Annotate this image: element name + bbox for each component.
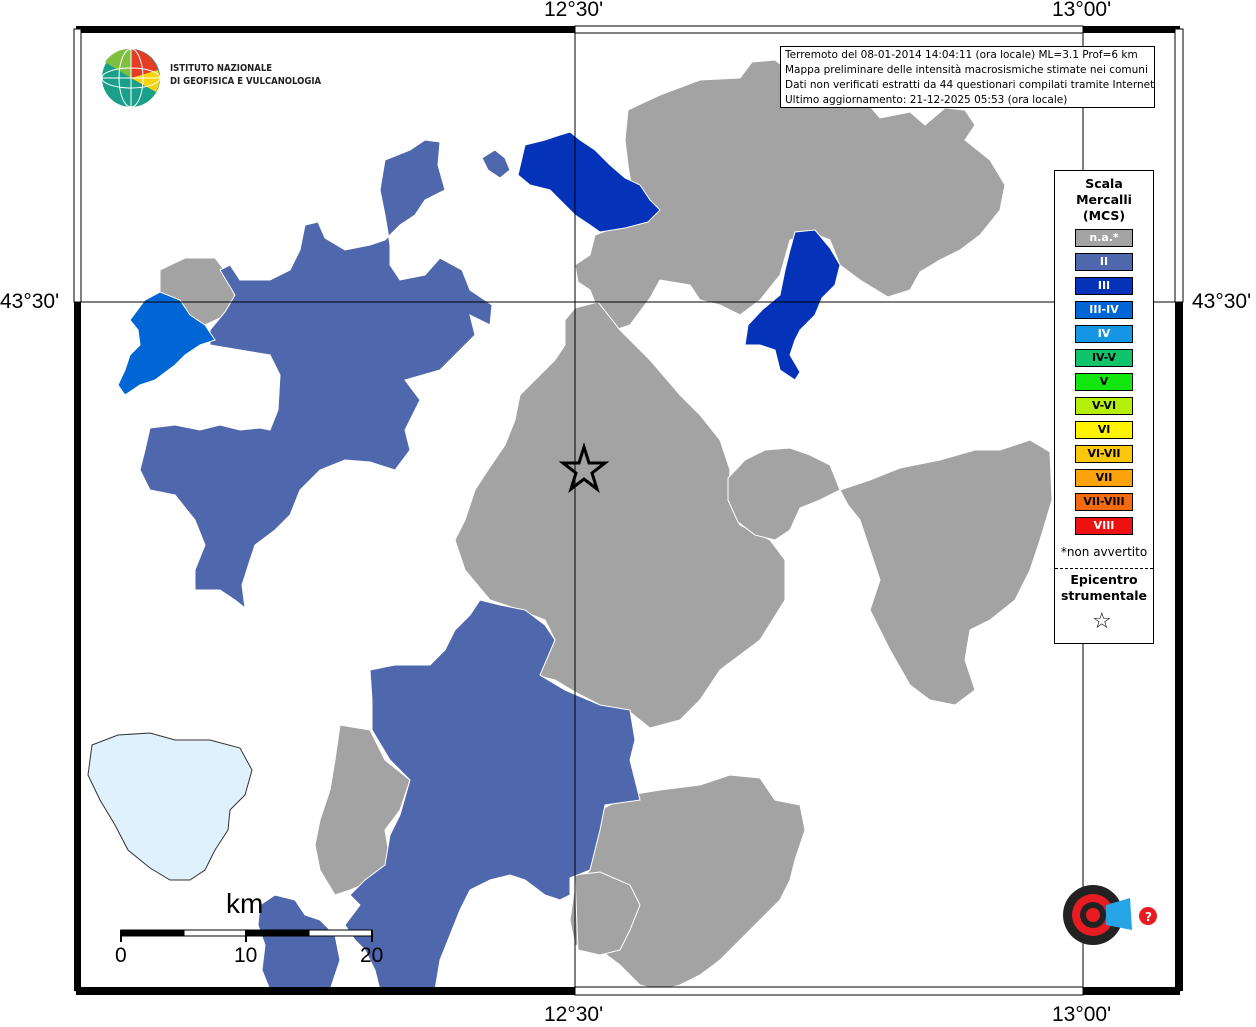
- region-ii-group: [139, 139, 641, 991]
- info-line3: Dati non verificati estratti da 44 quest…: [785, 79, 1155, 91]
- legend-title-line3: (MCS): [1082, 208, 1126, 223]
- legend-item-iii: III: [1075, 277, 1133, 295]
- ingv-logo-text: ISTITUTO NAZIONALE DI GEOFISICA E VULCAN…: [170, 62, 321, 88]
- mercalli-legend: Scala Mercalli (MCS) n.a.* II III III-IV IV I…: [1054, 170, 1154, 644]
- region-ii-south: [344, 599, 641, 991]
- coord-top-1300: 13°00': [1052, 0, 1112, 21]
- legend-epicenter-line1: Epicentro: [1070, 572, 1138, 587]
- legend-na-note: *non avvertito: [1060, 545, 1148, 559]
- info-line2: Mappa preliminare delle intensità macros…: [785, 64, 1148, 76]
- legend-item-v-vi: V-VI: [1075, 397, 1133, 415]
- legend-item-n-a: n.a.*: [1075, 229, 1133, 247]
- earthquake-info-box: Terremoto del 08-01-2014 14:04:11 (ora l…: [780, 46, 1155, 108]
- ingv-globe-icon: [101, 48, 161, 108]
- legend-title-line1: Scala: [1085, 176, 1123, 191]
- haisentito-logo-icon: ?: [1063, 885, 1157, 945]
- coord-top-1230: 12°30': [544, 0, 604, 21]
- scale-tick-0: 0: [115, 944, 127, 967]
- region-ii-small-island: [481, 149, 511, 179]
- region-na-group: [159, 59, 1053, 991]
- legend-item-vii-viii: VII-VIII: [1075, 493, 1133, 511]
- info-line4: Ultimo aggiornamento: 21-12-2025 05:53 (…: [785, 94, 1068, 106]
- scale-unit: km: [226, 888, 264, 919]
- legend-title-line2: Mercalli: [1076, 192, 1132, 207]
- region-ii-south-small: [257, 894, 341, 991]
- region-na-east-large: [839, 439, 1053, 706]
- info-line1: Terremoto del 08-01-2014 14:04:11 (ora l…: [785, 49, 1138, 61]
- region-na-east-small: [727, 447, 841, 541]
- scale-bar: [120, 929, 373, 942]
- legend-item-vi: VI: [1075, 421, 1133, 439]
- svg-text:?: ?: [1145, 910, 1152, 924]
- region-na-south-small: [574, 871, 641, 956]
- region-ii-north-west: [139, 139, 493, 610]
- coord-right-4330: 43°30': [1192, 290, 1252, 313]
- legend-item-iv: IV: [1075, 325, 1133, 343]
- coord-bottom-1300: 13°00': [1052, 1003, 1112, 1026]
- legend-item-iv-v: IV-V: [1075, 349, 1133, 367]
- scale-tick-20: 20: [360, 944, 384, 967]
- legend-star-icon: ☆: [1092, 609, 1112, 634]
- ingv-logo-line2: DI GEOFISICA E VULCANOLOGIA: [170, 76, 322, 87]
- legend-item-iii-iv: III-IV: [1075, 301, 1133, 319]
- legend-item-vi-vii: VI-VII: [1075, 445, 1133, 463]
- coord-left-4330: 43°30': [0, 290, 60, 313]
- legend-item-v: V: [1075, 373, 1133, 391]
- legend-item-vii: VII: [1075, 469, 1133, 487]
- scale-tick-10: 10: [234, 944, 258, 967]
- legend-separator: [1055, 568, 1153, 569]
- legend-title: Scala Mercalli (MCS): [1055, 176, 1153, 224]
- legend-item-ii: II: [1075, 253, 1133, 271]
- legend-item-viii: VIII: [1075, 517, 1133, 535]
- region-na-south-east: [569, 774, 806, 991]
- map-frame: [73, 25, 1184, 996]
- epicenter-star: [558, 441, 610, 494]
- region-iii-iv-west: [117, 291, 216, 396]
- lake: [87, 732, 253, 881]
- region-iii-north: [517, 131, 661, 233]
- region-na-center: [454, 301, 786, 729]
- ingv-logo-line1: ISTITUTO NAZIONALE: [170, 63, 273, 74]
- legend-epicenter-label: Epicentro strumentale: [1055, 572, 1153, 604]
- legend-epicenter-line2: strumentale: [1060, 588, 1148, 603]
- coord-bottom-1230: 12°30': [544, 1003, 604, 1026]
